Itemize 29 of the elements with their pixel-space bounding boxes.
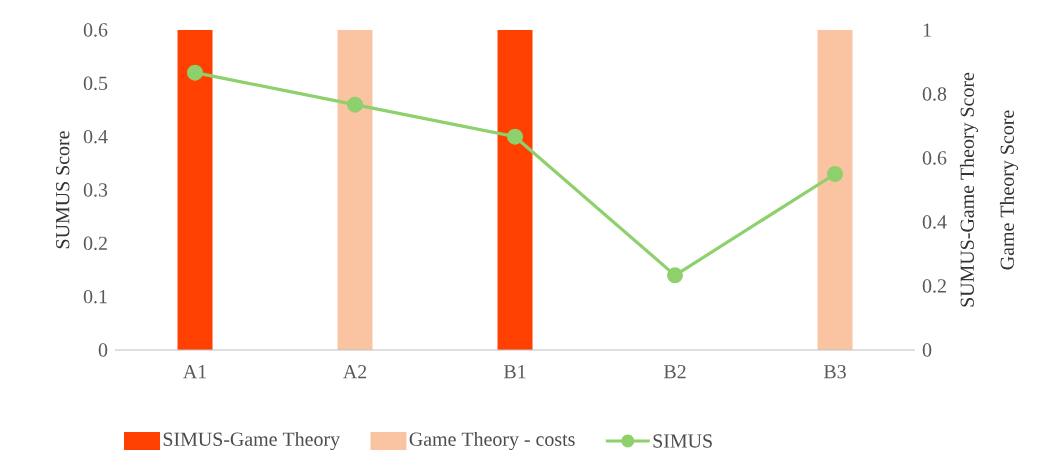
- y-tick-label: 0.6: [83, 23, 108, 37]
- legend-label: Game Theory - costs: [409, 431, 575, 451]
- y2-tick-label: 0.6: [922, 151, 947, 165]
- point: [827, 166, 844, 183]
- y-tick-label: 0.1: [83, 289, 107, 304]
- y2-tick-label: 0.2: [922, 279, 946, 293]
- point: [667, 267, 684, 284]
- point: [187, 64, 204, 81]
- y-tick-label: 0.5: [83, 76, 108, 91]
- x-tick-label: B3: [823, 365, 846, 379]
- y2-tick-label: 0.8: [922, 87, 947, 101]
- point: [507, 128, 524, 145]
- y-axis-title: SUMUS Score: [56, 131, 70, 249]
- y2-axis-title: SUMUS-Game Theory Score: [959, 72, 979, 307]
- legend-label: SIMUS: [653, 434, 712, 448]
- y2-tick-label: 1: [923, 23, 931, 37]
- legend-label: SIMUS-Game Theory: [163, 431, 340, 451]
- x-tick-label: B2: [663, 365, 686, 379]
- x-tick-label: B1: [503, 365, 526, 379]
- y2-tick-label: 0.4: [922, 215, 947, 229]
- y-tick-label: 0.3: [83, 183, 108, 197]
- y-tick-label: 0.4: [83, 129, 108, 144]
- point: [347, 96, 364, 113]
- x-tick-label: A2: [343, 365, 367, 379]
- y-tick-label: 0: [98, 343, 108, 357]
- y-tick-label: 0.2: [83, 236, 107, 251]
- text: Game Theory Score: [999, 110, 1019, 270]
- x-tick-label: A1: [183, 365, 206, 379]
- y2-tick-label: 0: [922, 343, 932, 357]
